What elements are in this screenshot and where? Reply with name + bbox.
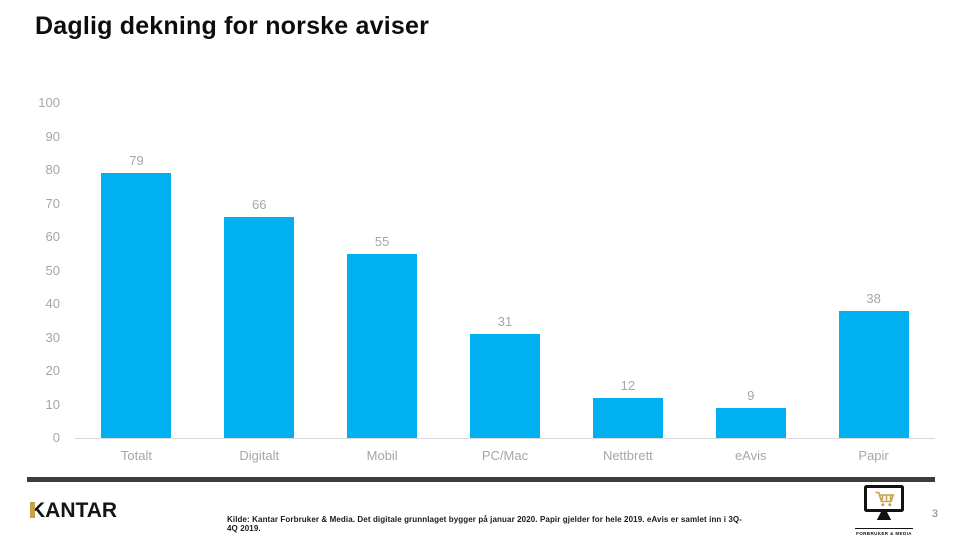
bar-nettbrett [592,397,663,438]
x-axis-label: Papir [858,448,889,463]
plot-area: 79 66 55 31 12 9 38 [75,103,935,439]
bar-digitalt [224,216,295,438]
bar-value-label: 79 [129,153,144,169]
bar-value-label: 66 [252,196,267,212]
bar-slot: 12 [566,103,689,438]
bar-slot: 79 [75,103,198,438]
badge-divider-line [855,528,913,529]
bar-slot: 66 [198,103,321,438]
bar-slot: 9 [689,103,812,438]
badge-caption: FORBRUKER & MEDIA [856,531,912,536]
kantar-logo-text: KANTAR [30,499,118,522]
bar-value-label: 38 [866,290,881,306]
x-axis-label: Totalt [120,448,152,463]
bar-totalt [101,173,172,438]
bar-slot: 31 [444,103,567,438]
y-tick-label: 100 [38,95,60,110]
monitor-shopping-cart-icon [864,485,904,520]
x-axis-labels: Totalt Digitalt Mobil PC/Mac Nettbrett eAvis P… [75,448,935,463]
bar-eavis [715,407,786,438]
bar-papir [838,310,909,438]
page-number: 3 [931,508,938,520]
y-tick-label: 10 [45,396,60,412]
x-axis-label: Mobil [366,448,398,463]
bar-mobil [347,253,418,438]
bar-value-label: 12 [620,377,636,393]
y-axis: 100 90 80 70 60 50 40 30 20 10 0 [30,95,60,445]
y-tick-label: 80 [45,162,60,177]
footer-divider [27,477,935,482]
y-tick-label: 90 [45,128,60,144]
bar-value-label: 55 [374,233,390,249]
y-tick-label: 0 [52,430,60,445]
forbruker-media-badge: FORBRUKER & MEDIA [846,485,922,536]
bar-value-label: 31 [497,314,513,330]
source-text: Kilde: Kantar Forbruker & Media. Det dig… [227,515,743,533]
kantar-logo: KANTAR [30,499,117,523]
x-axis-label: Nettbrett [602,448,653,463]
bar-chart: 100 90 80 70 60 50 40 30 20 10 0 79 66 55 31 12 9 38 Tot… [30,90,935,470]
y-tick-label: 50 [45,262,60,278]
page-title: Daglig dekning for norske aviser [35,12,430,40]
bar-value-label: 9 [747,387,755,403]
y-tick-label: 20 [45,363,60,378]
y-tick-label: 30 [45,329,60,345]
y-tick-label: 60 [45,229,60,244]
y-tick-label: 40 [45,296,60,311]
x-axis-label: eAvis [734,448,767,463]
x-axis-label: PC/Mac [481,448,529,463]
x-axis-label: Digitalt [239,448,280,463]
bar-pc-mac [470,334,540,438]
bar-slot: 38 [812,103,935,438]
bar-slot: 55 [321,103,444,438]
y-tick-label: 70 [45,195,60,211]
kantar-gold-stem [30,502,35,518]
